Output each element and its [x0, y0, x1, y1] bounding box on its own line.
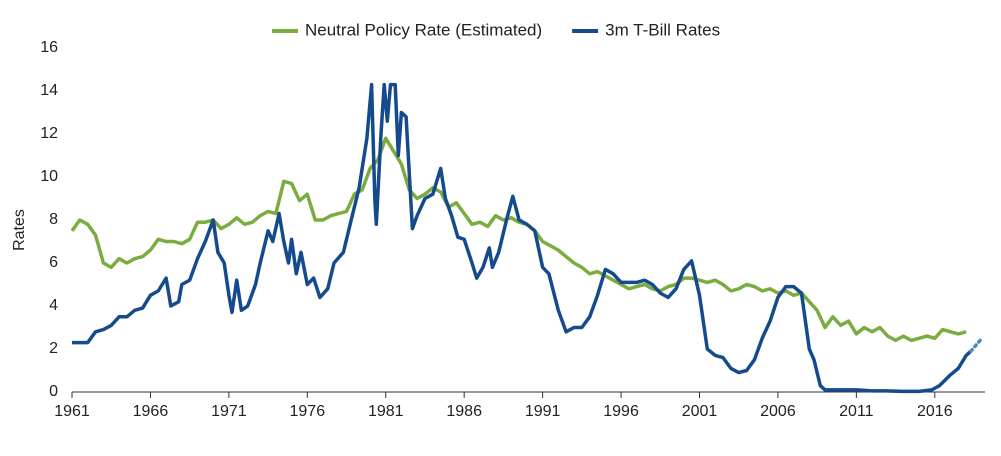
x-tick-label: 1971 — [211, 403, 247, 420]
y-tick-label: 8 — [49, 211, 58, 228]
y-axis-label: Rates — [11, 209, 28, 251]
x-tick-label: 1976 — [290, 403, 326, 420]
y-tick-label: 16 — [40, 39, 58, 56]
x-tick-label: 1996 — [603, 403, 639, 420]
y-tick-label: 4 — [49, 297, 58, 314]
y-tick-label: 6 — [49, 254, 58, 271]
x-tick-label: 1961 — [54, 403, 90, 420]
y-tick-label: 0 — [49, 383, 58, 400]
y-tick-label: 12 — [40, 125, 58, 142]
x-tick-label: 1991 — [525, 403, 561, 420]
x-tick-label: 2006 — [760, 403, 796, 420]
x-tick-label: 1981 — [368, 403, 404, 420]
x-tick-label: 1986 — [446, 403, 482, 420]
y-tick-label: 10 — [40, 168, 58, 185]
x-tick-label: 2001 — [682, 403, 718, 420]
y-tick-label: 14 — [40, 82, 58, 99]
x-tick-label: 2011 — [839, 403, 874, 420]
series-line — [70, 136, 967, 343]
series-line — [969, 336, 984, 353]
y-tick-label: 2 — [49, 340, 58, 357]
series-line — [72, 82, 973, 394]
x-tick-label: 1966 — [133, 403, 169, 420]
x-tick-label: 2016 — [917, 403, 953, 420]
legend-label: 3m T-Bill Rates — [605, 20, 720, 39]
legend-label: Neutral Policy Rate (Estimated) — [305, 20, 542, 39]
